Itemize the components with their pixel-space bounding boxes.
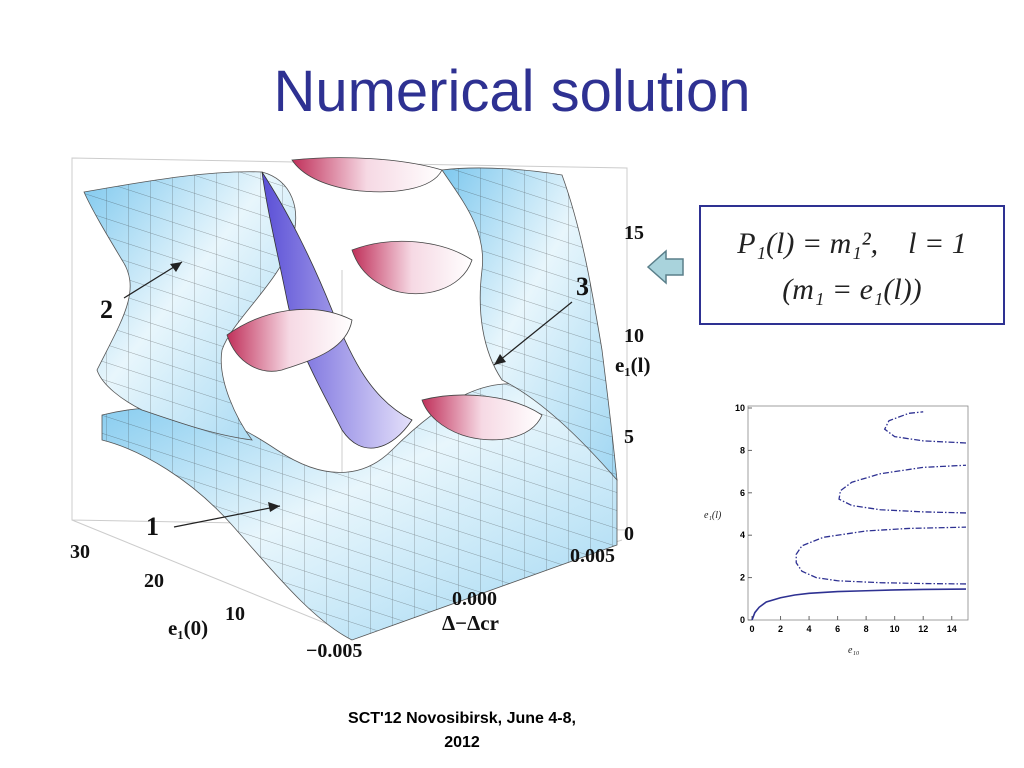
inset-x-tick-label: 10 bbox=[890, 624, 900, 634]
z-tick: 10 bbox=[624, 325, 644, 347]
inset-axes: 0 2 4 6 8 10 12 14 0 2 4 6 8 10 bbox=[735, 403, 957, 634]
inset-series-line-1 bbox=[795, 526, 967, 585]
inset-x-tick-label: 2 bbox=[778, 624, 783, 634]
surface-fold-pink-3 bbox=[421, 394, 543, 441]
inset-x-label: e₁₀ bbox=[848, 645, 860, 656]
inset-y-label: e₁(l) bbox=[704, 510, 722, 521]
inset-x-tick-label: 12 bbox=[918, 624, 928, 634]
inset-y-tick-label: 6 bbox=[740, 488, 745, 498]
surface-fold-pink-top bbox=[291, 157, 443, 193]
inset-y-tick-label: 2 bbox=[740, 573, 745, 583]
surface-plot-3d: 0 5 10 15 e₁(l) 30 20 10 e₁(0) −0.005 0.… bbox=[70, 157, 650, 662]
x-axis-label: e₁(0) bbox=[168, 616, 208, 640]
formula-box: P₁(l) = m₁², l = 1 (m₁ = e₁(l)) bbox=[699, 205, 1005, 325]
branch-label-3: 3 bbox=[576, 272, 589, 301]
footer: SCT'12 Novosibirsk, June 4-8, 2012 bbox=[312, 707, 612, 755]
z-tick: 0 bbox=[624, 523, 634, 545]
branch-label-2: 2 bbox=[100, 295, 113, 324]
x-tick: 30 bbox=[70, 541, 90, 563]
inset-series-line-3 bbox=[883, 411, 967, 444]
footer-line-2: 2012 bbox=[444, 734, 480, 751]
slide-title: Numerical solution bbox=[273, 59, 751, 124]
x-tick: 10 bbox=[225, 603, 245, 625]
z-tick: 15 bbox=[624, 222, 644, 244]
z-axis: 0 5 10 15 e₁(l) bbox=[615, 222, 650, 545]
inset-x-tick-label: 6 bbox=[835, 624, 840, 634]
inset-frame bbox=[747, 405, 969, 621]
y-tick: 0.000 bbox=[452, 588, 497, 610]
footer-line-1: SCT'12 Novosibirsk, June 4-8, bbox=[348, 710, 576, 727]
inset-series-line-0 bbox=[751, 588, 967, 621]
inset-y-tick-label: 8 bbox=[740, 445, 745, 455]
branch-label-1: 1 bbox=[146, 512, 159, 541]
branch-annotations: 1 2 3 bbox=[100, 261, 589, 541]
inset-x-tick-label: 8 bbox=[864, 624, 869, 634]
inset-series bbox=[751, 411, 967, 621]
surface-fold-pink-1 bbox=[226, 309, 353, 372]
x-axis: 30 20 10 e₁(0) bbox=[70, 541, 245, 640]
y-tick: 0.005 bbox=[570, 545, 615, 567]
inset-x-tick-label: 4 bbox=[807, 624, 812, 634]
x-tick: 20 bbox=[144, 570, 164, 592]
inset-chart: 0 2 4 6 8 10 12 14 0 2 4 6 8 10 e₁(l) e₁₀ bbox=[704, 403, 969, 656]
inset-y-tick-label: 0 bbox=[740, 615, 745, 625]
y-tick: −0.005 bbox=[306, 640, 362, 662]
inset-x-tick-label: 14 bbox=[947, 624, 957, 634]
surface-fold-purple bbox=[261, 171, 413, 449]
z-axis-label: e₁(l) bbox=[615, 353, 650, 377]
formula-line-1: P₁(l) = m₁², l = 1 bbox=[737, 227, 967, 260]
surface-fold-pink-2 bbox=[351, 240, 473, 295]
inset-y-tick-label: 10 bbox=[735, 403, 745, 413]
y-axis-label: Δ−Δcr bbox=[442, 611, 499, 635]
left-arrow-icon bbox=[646, 249, 684, 285]
inset-y-tick-label: 4 bbox=[740, 530, 745, 540]
formula-line-2: (m₁ = e₁(l)) bbox=[782, 273, 922, 306]
y-axis: −0.005 0.000 0.005 Δ−Δcr bbox=[306, 545, 615, 662]
z-tick: 5 bbox=[624, 426, 634, 448]
inset-x-tick-label: 0 bbox=[749, 624, 754, 634]
